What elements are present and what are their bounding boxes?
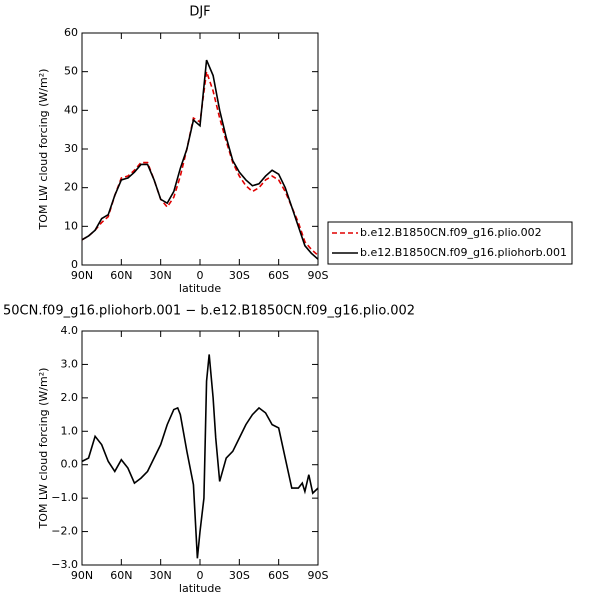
chart-title: DJF xyxy=(189,5,210,20)
y-tick-label: 50 xyxy=(64,65,78,78)
x-axis-label: latitude xyxy=(179,582,221,595)
chart-title: 50CN.f09_g16.pliohorb.001 − b.e12.B1850C… xyxy=(3,304,415,319)
y-tick-label: 0.0 xyxy=(61,458,79,471)
legend-label: b.e12.B1850CN.f09_g16.pliohorb.001 xyxy=(360,246,567,259)
x-tick-label: 0 xyxy=(197,569,204,582)
x-tick-label: 30S xyxy=(229,569,250,582)
x-tick-label: 30S xyxy=(229,269,250,282)
data-line xyxy=(81,71,319,256)
x-tick-label: 90N xyxy=(71,269,93,282)
x-tick-label: 30N xyxy=(150,569,172,582)
legend-box xyxy=(327,221,573,265)
x-axis-label: latitude xyxy=(179,282,221,295)
y-axis-label: TOM LW cloud forcing (W/m²) xyxy=(37,69,50,231)
x-tick-label: 90N xyxy=(71,569,93,582)
legend-label: b.e12.B1850CN.f09_g16.plio.002 xyxy=(360,226,542,239)
plot-frame xyxy=(81,32,319,266)
data-line xyxy=(81,59,319,260)
y-tick-label: 3.0 xyxy=(61,357,79,370)
y-tick-label: 20 xyxy=(64,181,78,194)
y-tick-label: −2.0 xyxy=(51,525,78,538)
y-tick-label: 30 xyxy=(64,142,78,155)
y-axis-label: TOM LW cloud forcing (W/m²) xyxy=(37,368,50,530)
x-tick-label: 30N xyxy=(150,269,172,282)
y-tick-label: 4.0 xyxy=(61,324,79,337)
y-tick-label: 40 xyxy=(64,103,78,116)
y-tick-label: −3.0 xyxy=(51,558,78,571)
y-tick-label: 0 xyxy=(71,258,78,271)
x-tick-label: 90S xyxy=(308,269,329,282)
y-tick-label: 1.0 xyxy=(61,424,79,437)
x-tick-label: 60N xyxy=(110,569,132,582)
y-tick-label: 2.0 xyxy=(61,391,79,404)
y-tick-label: −1.0 xyxy=(51,491,78,504)
x-tick-label: 0 xyxy=(197,269,204,282)
y-tick-label: 60 xyxy=(64,26,78,39)
data-line xyxy=(81,354,319,559)
y-tick-label: 10 xyxy=(64,219,78,232)
x-tick-label: 90S xyxy=(308,569,329,582)
x-tick-label: 60S xyxy=(268,569,289,582)
x-tick-label: 60S xyxy=(268,269,289,282)
x-tick-label: 60N xyxy=(110,269,132,282)
